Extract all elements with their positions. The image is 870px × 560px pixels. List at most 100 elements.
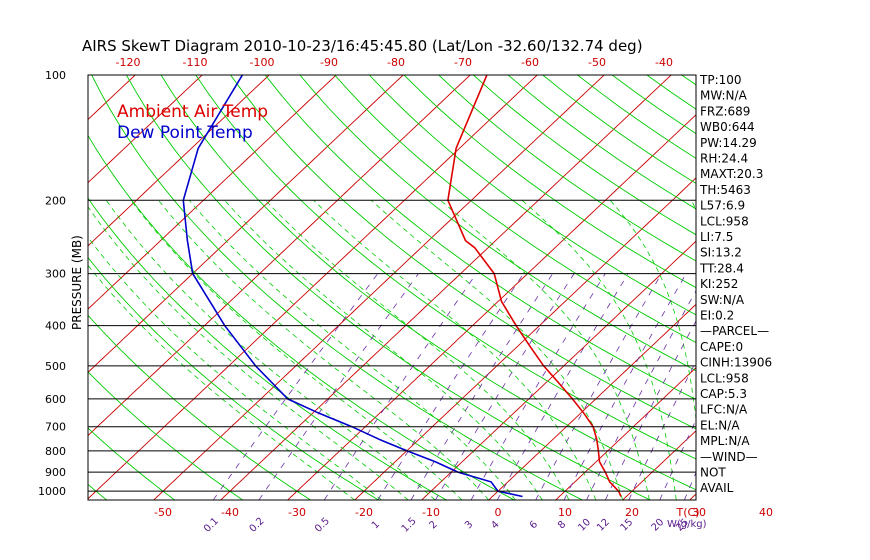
bottom-tick-label: -30 [288,506,306,519]
dry-adiabat-line [88,371,243,500]
dewpoint-temp-line [182,75,523,498]
stat-item: SI:13.2 [700,246,742,260]
moist-adiabat-line [188,200,516,500]
bottom-tick-label: 0 [495,506,502,519]
mixing-ratio-line [435,273,575,500]
bottom-tick-label: -10 [422,506,440,519]
top-tick-label: -60 [521,56,539,69]
mixing-ratio-label: 0.5 [313,516,332,535]
dry-adiabat-line [126,75,651,500]
stat-item: LFC:N/A [700,403,748,417]
top-tick-label: -40 [655,56,673,69]
dry-adiabat-line [334,75,696,343]
mixing-ratio-label: 12 [595,517,612,534]
moist-adiabat-line [158,200,489,500]
stat-item: WB0:644 [700,120,755,134]
mixing-ratio-line [738,274,836,500]
moist-adiabat-line [370,199,624,500]
mixing-ratio-label: 1.5 [400,516,419,535]
moist-adiabat-line [88,264,355,500]
moist-adiabat-line [610,200,696,423]
mixing-ratio-label: 0.2 [248,516,267,535]
stat-item: AVAIL [700,481,734,495]
moist-adiabat-line [130,200,463,500]
legend-ambient: Ambient Air Temp [117,102,268,122]
moist-adiabat-line [88,206,409,500]
dry-adiabat-line [230,75,696,430]
isotherm-line [287,114,696,500]
stat-item: TT:28.4 [699,261,744,275]
dry-adiabat-line [438,75,696,262]
isotherm-line [88,75,136,121]
dry-adiabat-line [368,75,696,316]
mixing-ratio-label: 4 [489,519,501,531]
moist-adiabat-line [313,200,597,500]
pressure-tick-label: 900 [45,466,66,479]
stat-item: MPL:N/A [700,434,750,448]
moist-adiabat-line [265,200,570,500]
mixing-ratio-label: 0.1 [202,516,221,535]
isotherm-line [555,366,696,500]
mixing-ratio-label: 15 [619,517,636,534]
isotherm-line [88,75,337,310]
stat-item: EL:N/A [700,418,740,432]
stat-item: MW:N/A [700,89,748,103]
moist-adiabat-line [224,200,543,500]
mixing-ratio-label: 20 [650,517,667,534]
stat-item: EI:0.2 [700,309,734,323]
bottom-tick-label: -40 [221,506,239,519]
dry-adiabat-line [160,75,696,491]
stat-item: NOT [700,466,726,480]
stat-item: TP:100 [699,73,742,87]
y-axis-label: PRESSURE (MB) [70,235,84,330]
dry-adiabat-line [88,134,515,500]
top-tick-label: -50 [588,56,606,69]
stat-item: —WIND— [700,450,758,464]
isotherm-line [757,75,870,500]
stat-item: MAXT:20.3 [700,167,763,181]
bottom-tick-label: 30 [692,506,706,519]
stat-item: CAP:5.3 [700,387,747,401]
moist-adiabat-line [440,199,650,500]
ambient-temp-line [447,75,622,497]
isotherm-line [622,430,696,500]
isotherm-line [88,75,538,500]
bottom-tick-label: 20 [625,506,639,519]
pressure-tick-label: 400 [45,320,66,333]
bottom-tick-label: -20 [355,506,373,519]
pressure-tick-label: 300 [45,268,66,281]
dry-adiabat-line [88,256,379,500]
isotherm-line [88,75,404,373]
top-tick-label: -100 [250,56,275,69]
mixing-ratio-line [377,273,524,500]
dry-adiabat-line [299,75,696,372]
mixing-ratio-line [496,273,629,500]
dry-adiabat-line [195,75,696,460]
pressure-tick-label: 100 [45,69,66,82]
top-tick-label: -90 [320,56,338,69]
isotherm-line [153,75,605,500]
mixing-ratio-label: 8 [556,519,568,531]
mixing-ratio-label: 10 [576,517,593,534]
isotherm-line [824,75,870,500]
stat-item: FRZ:689 [700,104,750,118]
mixing-ratio-label: 2 [427,519,439,531]
stat-item: KI:252 [700,277,738,291]
dry-adiabat-line [403,75,696,289]
isotherm-line [220,75,672,500]
pressure-tick-label: 600 [45,393,66,406]
dry-adiabat-line [88,427,175,500]
chart-title: AIRS SkewT Diagram 2010-10-23/16:45:45.8… [82,37,643,55]
pressure-tick-label: 1000 [38,485,66,498]
isotherm-line [0,75,1,500]
mixing-ratio-line [212,273,379,500]
mixing-ratio-line [410,273,554,500]
moist-adiabat-line [757,200,764,500]
top-tick-label: -110 [183,56,208,69]
top-tick-label: -70 [454,56,472,69]
stat-item: CINH:13906 [700,356,772,370]
dry-adiabat-line [88,483,107,500]
bottom-tick-label: -50 [154,506,172,519]
stat-item: L57:6.9 [700,199,745,213]
